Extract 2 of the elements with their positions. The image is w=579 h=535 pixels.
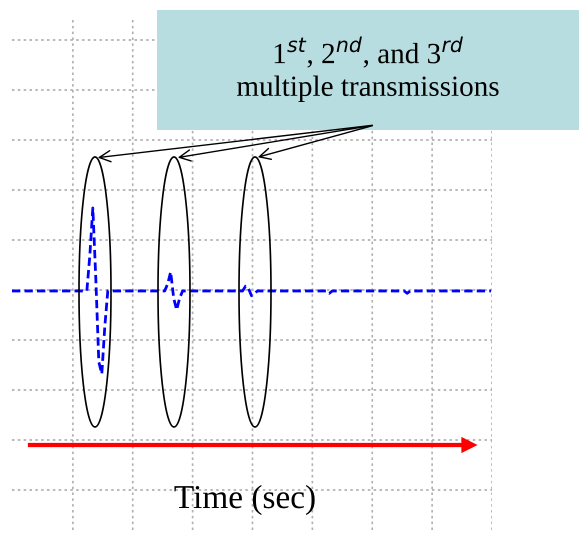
text: 1$^{st}$, 2$^{nd}$, and 3$^{rd}$ multiple transmissions — [236, 36, 499, 102]
x-axis-title: Time (sec) — [174, 484, 315, 516]
